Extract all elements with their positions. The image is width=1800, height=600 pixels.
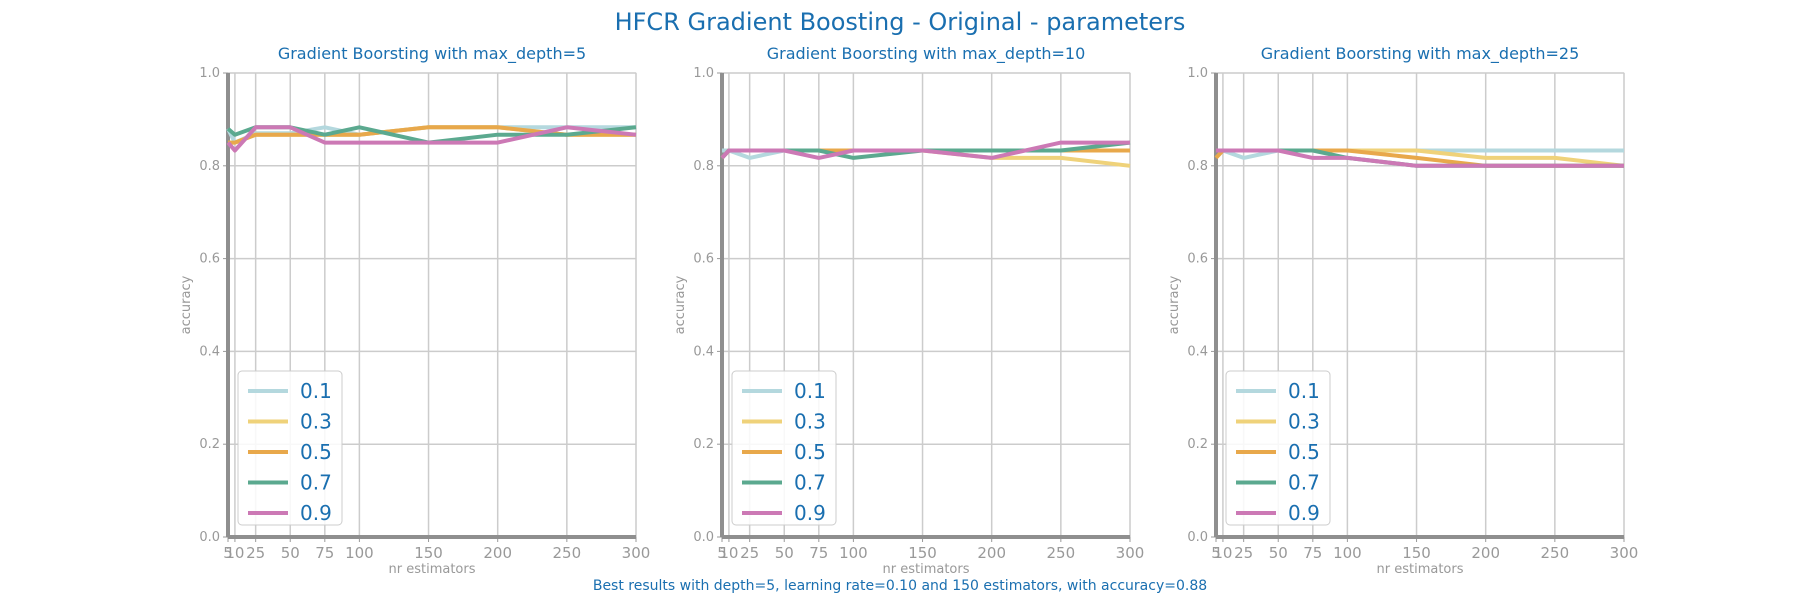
x-tick-label: 5 bbox=[223, 544, 233, 562]
subplot-title: Gradient Boorsting with max_depth=10 bbox=[767, 44, 1086, 64]
x-axis-label: nr estimators bbox=[1377, 562, 1464, 577]
legend-label: 0.3 bbox=[1288, 410, 1320, 434]
legend: 0.1 0.3 0.5 0.7 0.9 bbox=[731, 370, 837, 526]
legend-box bbox=[237, 370, 343, 526]
y-tick-label: 0.2 bbox=[199, 437, 220, 452]
series-line-0.9 bbox=[226, 125, 637, 153]
legend-box bbox=[1225, 370, 1331, 526]
figure-title: HFCR Gradient Boosting - Original - para… bbox=[615, 8, 1186, 36]
best-result-footer: Best results with depth=5, learning rate… bbox=[593, 578, 1207, 594]
legend-label: 0.7 bbox=[1288, 471, 1320, 495]
y-tick-label: 0.0 bbox=[693, 530, 714, 545]
legend-label: 0.3 bbox=[794, 410, 826, 434]
y-tick-label: 0.4 bbox=[199, 344, 220, 359]
x-tick-label: 200 bbox=[977, 544, 1006, 562]
legend-label: 0.7 bbox=[794, 471, 826, 495]
y-tick-label: 0.6 bbox=[693, 252, 714, 267]
y-tick-label: 0.4 bbox=[693, 344, 714, 359]
x-tick-label: 10 bbox=[1213, 544, 1232, 562]
x-tick-label: 25 bbox=[246, 544, 265, 562]
y-axis-label: accuracy bbox=[179, 275, 194, 334]
x-tick-label: 10 bbox=[719, 544, 738, 562]
x-tick-label: 200 bbox=[1471, 544, 1500, 562]
legend-label: 0.5 bbox=[794, 440, 826, 464]
subplot-2: Gradient Boorsting with max_depth=10 0.0 0… bbox=[673, 44, 1144, 577]
y-axis-label: accuracy bbox=[1167, 275, 1182, 334]
legend-label: 0.3 bbox=[300, 410, 332, 434]
legend-label: 0.9 bbox=[794, 501, 826, 525]
x-tick-label: 250 bbox=[1541, 544, 1570, 562]
x-axis-label: nr estimators bbox=[389, 562, 476, 577]
y-tick-label: 1.0 bbox=[693, 66, 714, 81]
x-tick-label: 5 bbox=[717, 544, 727, 562]
y-tick-label: 0.6 bbox=[199, 252, 220, 267]
x-tick-label: 100 bbox=[1333, 544, 1362, 562]
x-tick-label: 75 bbox=[809, 544, 828, 562]
x-tick-label: 50 bbox=[281, 544, 300, 562]
y-tick-label: 0.8 bbox=[693, 159, 714, 174]
subplots: Gradient Boorsting with max_depth=5 0.0 0.… bbox=[179, 44, 1638, 577]
x-tick-label: 300 bbox=[1610, 544, 1639, 562]
x-tick-label: 25 bbox=[1234, 544, 1253, 562]
y-tick-label: 0.2 bbox=[1187, 437, 1208, 452]
x-tick-label: 5 bbox=[1211, 544, 1221, 562]
legend: 0.1 0.3 0.5 0.7 0.9 bbox=[1225, 370, 1331, 526]
x-tick-label: 150 bbox=[1402, 544, 1431, 562]
y-axis-label: accuracy bbox=[673, 275, 688, 334]
y-tick-label: 0.2 bbox=[693, 437, 714, 452]
x-tick-label: 10 bbox=[225, 544, 244, 562]
x-tick-label: 250 bbox=[553, 544, 582, 562]
x-tick-label: 50 bbox=[775, 544, 794, 562]
y-tick-label: 0.0 bbox=[199, 530, 220, 545]
legend: 0.1 0.3 0.5 0.7 0.9 bbox=[237, 370, 343, 526]
subplot-title: Gradient Boorsting with max_depth=25 bbox=[1261, 44, 1580, 64]
series-line-0.9 bbox=[720, 140, 1130, 160]
legend-label: 0.1 bbox=[794, 379, 826, 403]
y-tick-label: 1.0 bbox=[199, 66, 220, 81]
x-tick-label: 75 bbox=[1303, 544, 1322, 562]
legend-label: 0.9 bbox=[1288, 501, 1320, 525]
legend-box bbox=[731, 370, 837, 526]
y-tick-label: 1.0 bbox=[1187, 66, 1208, 81]
x-tick-label: 200 bbox=[483, 544, 512, 562]
x-axis-label: nr estimators bbox=[883, 562, 970, 577]
subplot-1: Gradient Boorsting with max_depth=5 0.0 0.… bbox=[179, 44, 650, 577]
legend-label: 0.1 bbox=[1288, 379, 1320, 403]
y-tick-label: 0.4 bbox=[1187, 344, 1208, 359]
x-tick-label: 100 bbox=[839, 544, 868, 562]
x-tick-label: 150 bbox=[414, 544, 443, 562]
y-tick-label: 0.8 bbox=[1187, 159, 1208, 174]
x-tick-label: 300 bbox=[1116, 544, 1145, 562]
y-tick-label: 0.6 bbox=[1187, 252, 1208, 267]
x-tick-label: 150 bbox=[908, 544, 937, 562]
legend-label: 0.9 bbox=[300, 501, 332, 525]
x-tick-label: 75 bbox=[315, 544, 334, 562]
x-tick-label: 250 bbox=[1047, 544, 1076, 562]
x-tick-label: 100 bbox=[345, 544, 374, 562]
legend-label: 0.7 bbox=[300, 471, 332, 495]
legend-label: 0.1 bbox=[300, 379, 332, 403]
subplot-3: Gradient Boorsting with max_depth=25 0.0 0… bbox=[1167, 44, 1638, 577]
y-tick-label: 0.0 bbox=[1187, 530, 1208, 545]
series-line-0.9 bbox=[1216, 148, 1624, 168]
x-tick-label: 50 bbox=[1269, 544, 1288, 562]
x-tick-label: 25 bbox=[740, 544, 759, 562]
y-tick-label: 0.8 bbox=[199, 159, 220, 174]
legend-label: 0.5 bbox=[1288, 440, 1320, 464]
x-tick-label: 300 bbox=[622, 544, 651, 562]
subplot-title: Gradient Boorsting with max_depth=5 bbox=[278, 44, 586, 64]
legend-label: 0.5 bbox=[300, 440, 332, 464]
